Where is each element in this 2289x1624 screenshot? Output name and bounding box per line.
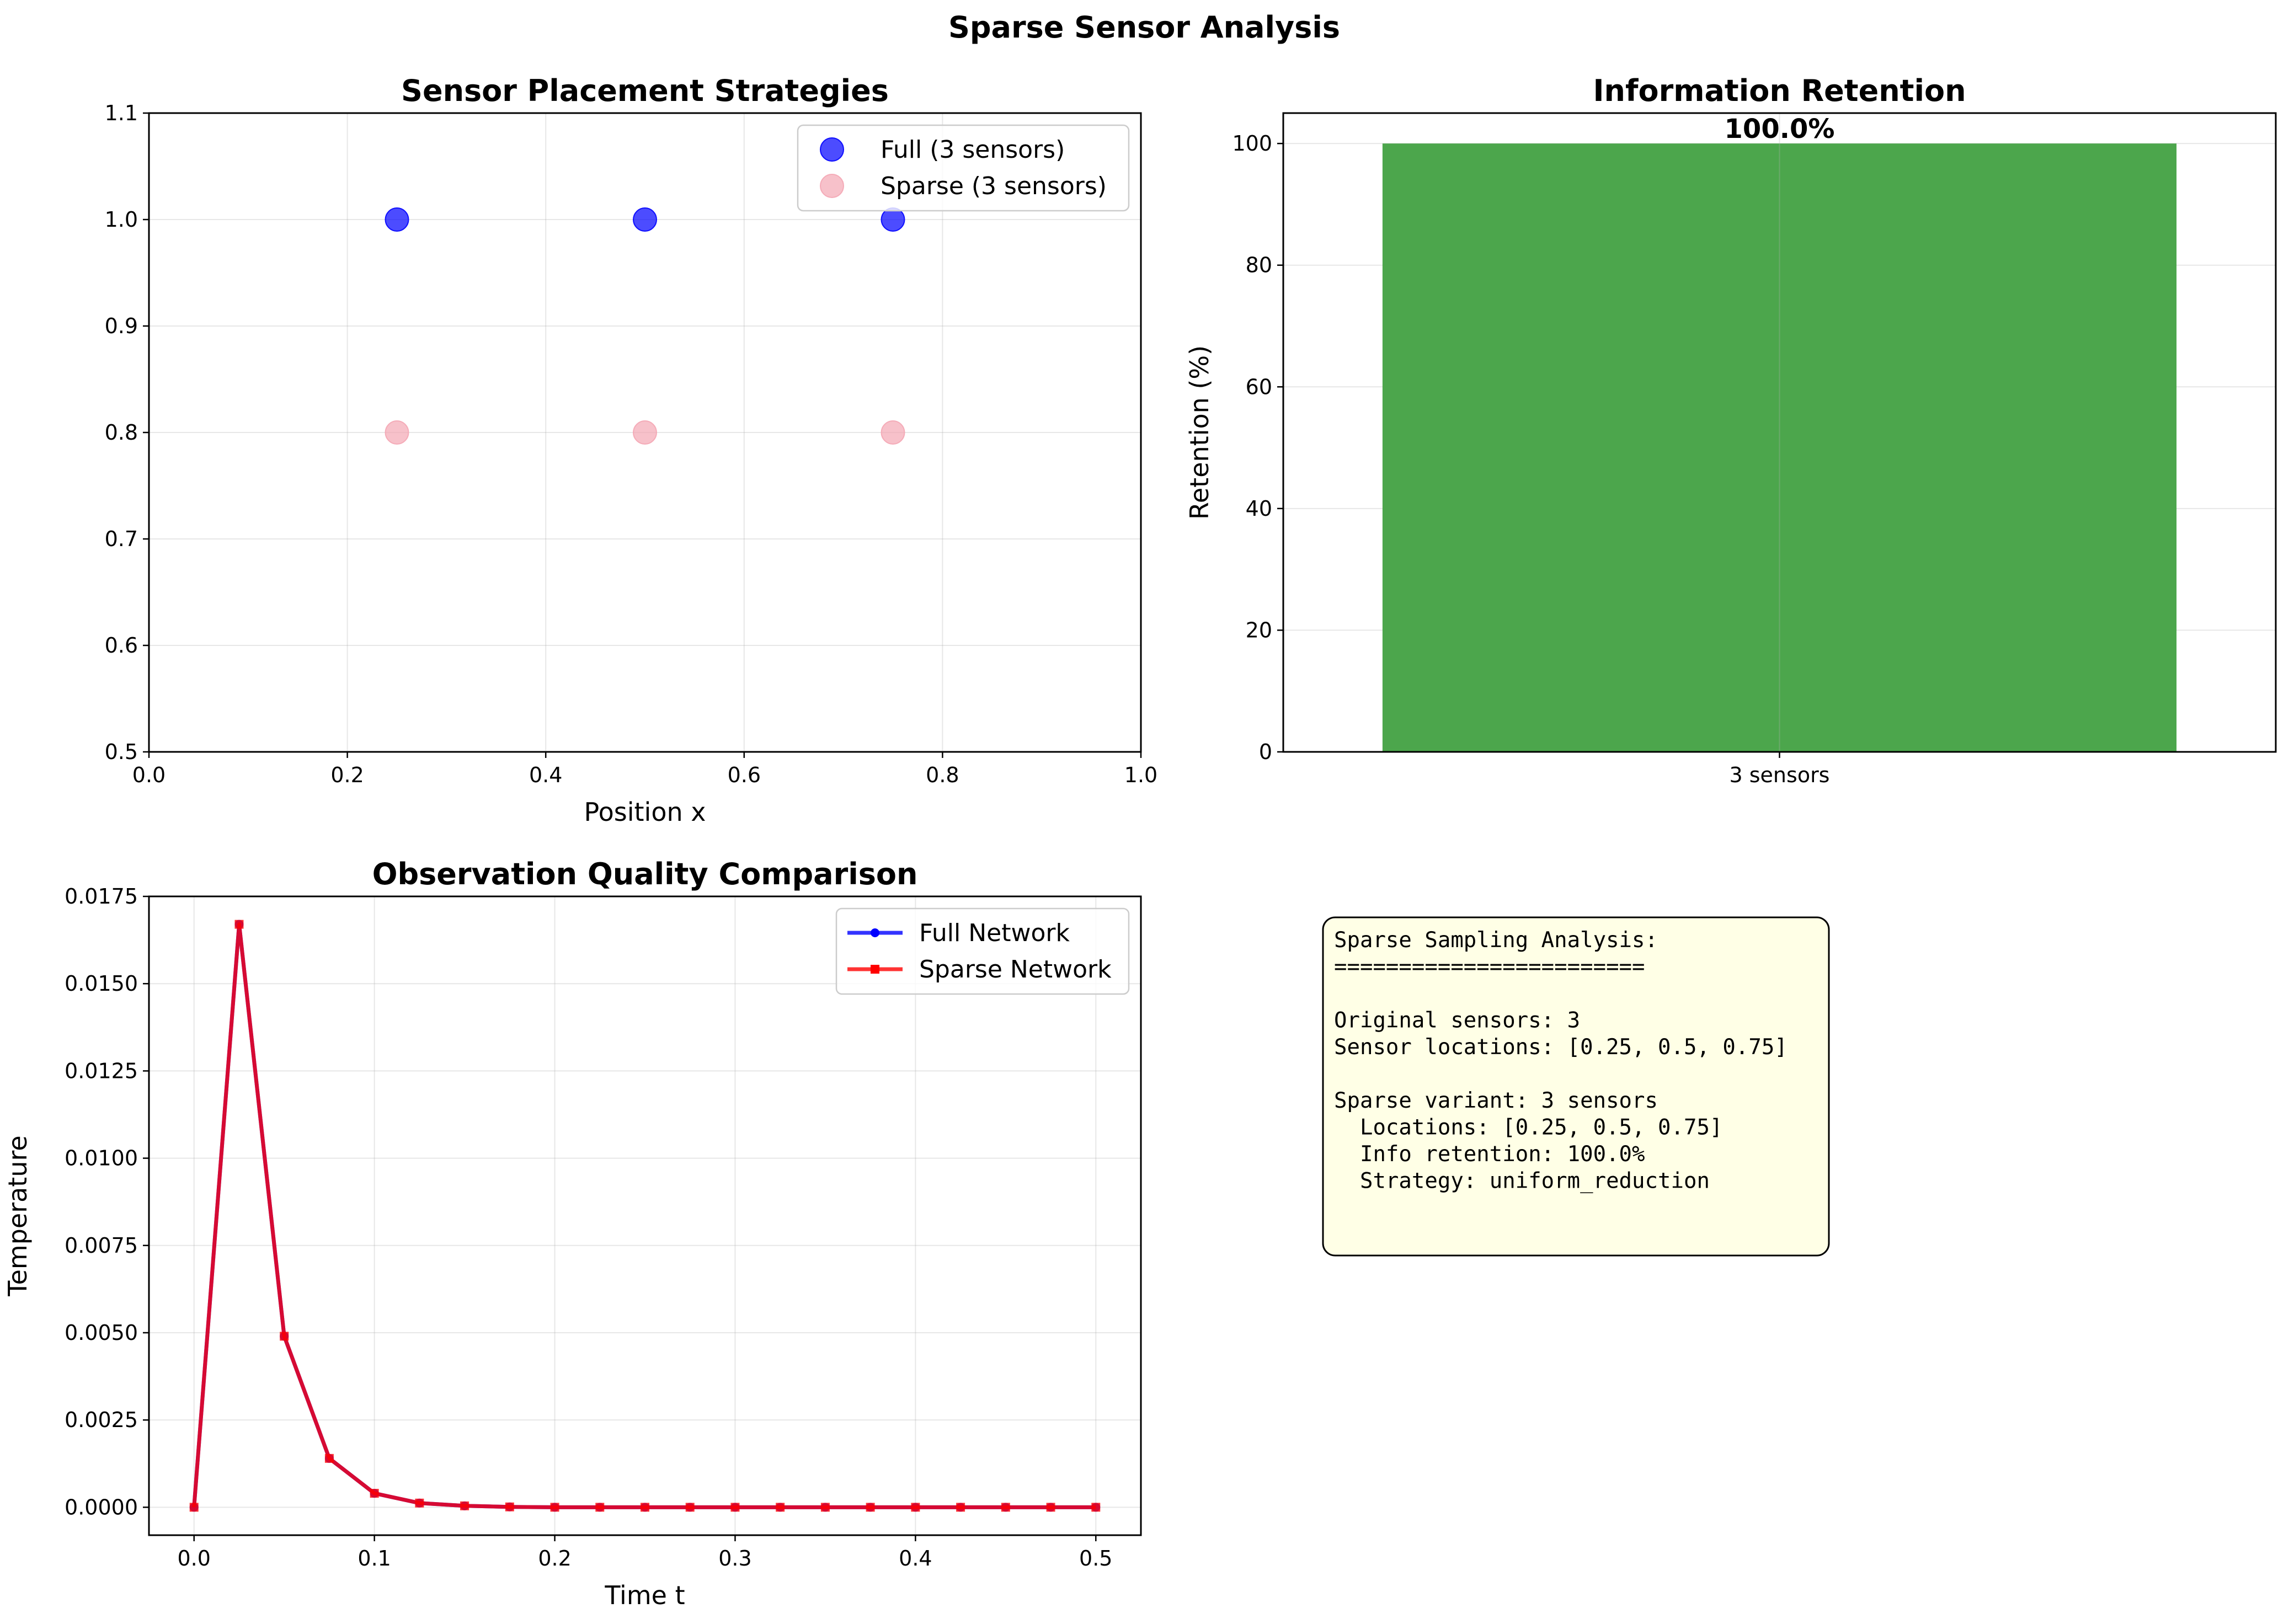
scatter-point-full [881, 207, 905, 232]
information-retention-chart: 0 20 40 60 80 100 3 sensors 100.0% Information R… [1184, 73, 2277, 787]
legend-box [835, 907, 1130, 995]
scatter-point-sparse [881, 420, 905, 445]
legend-marker [820, 174, 844, 198]
bar-data-label: 100.0% [1725, 114, 1835, 145]
y-tick-label: 0.5 [105, 740, 138, 764]
x-tick-label: 0.2 [538, 1546, 571, 1570]
data-point [1001, 1503, 1010, 1512]
axes-frame [148, 112, 1142, 753]
legend-marker [820, 137, 844, 162]
data-point [730, 1503, 740, 1512]
text-panel-line: Sparse variant: 3 sensors [1334, 1088, 1658, 1113]
text-panel-line: ======================== [1334, 955, 1645, 980]
legend-marker [871, 928, 879, 937]
data-point [641, 1503, 649, 1512]
text-panel-line: Locations: [0.25, 0.5, 0.75] [1334, 1115, 1722, 1140]
x-tick-label: 0.1 [358, 1546, 391, 1570]
data-point [280, 1332, 289, 1341]
data-point [550, 1503, 559, 1512]
y-tick-label: 0.0175 [65, 884, 138, 909]
scatter-point-sparse [385, 420, 409, 445]
data-point [460, 1501, 469, 1510]
x-tick-label: 0.4 [899, 1546, 932, 1570]
x-tick-label: 0.4 [529, 763, 562, 787]
sensor-placement-chart: 0.0 0.2 0.4 0.6 0.8 1.0 0.5 0.6 0.7 0.8 0.9 1.0 1.1 S… [105, 73, 1158, 827]
y-tick-label: 0.9 [105, 314, 138, 338]
y-axis-label: Retention (%) [1184, 345, 1214, 520]
data-point [866, 1503, 875, 1512]
y-tick-label: 0.0125 [65, 1059, 138, 1083]
data-point [911, 1503, 920, 1512]
legend-label: Full (3 sensors) [881, 136, 1065, 164]
x-axis-label: Position x [584, 797, 706, 827]
text-panel-line: Strategy: uniform_reduction [1334, 1169, 1710, 1194]
x-tick-label: 0.5 [1079, 1546, 1112, 1570]
axes-frame [148, 895, 1142, 1536]
y-tick-label: 80 [1246, 253, 1272, 277]
data-point [1046, 1503, 1055, 1512]
text-panel-line: Original sensors: 3 [1334, 1008, 1580, 1033]
axes-frame [1282, 112, 2277, 753]
data-point [324, 1454, 334, 1463]
chart-title: Sensor Placement Strategies [401, 73, 889, 108]
figure-suptitle: Sparse Sensor Analysis [948, 10, 1340, 45]
text-panel-line: Sparse Sampling Analysis: [1334, 928, 1658, 953]
y-tick-label: 1.0 [105, 207, 138, 232]
legend-label: Full Network [919, 919, 1070, 947]
text-panel-box [1322, 916, 1830, 1257]
x-tick-label: 0.0 [178, 1546, 211, 1570]
y-tick-label: 40 [1246, 496, 1272, 521]
legend-label: Sparse Network [919, 955, 1112, 984]
data-point [685, 1503, 695, 1512]
data-point [776, 1503, 785, 1512]
y-tick-label: 0.7 [105, 527, 138, 551]
text-panel-line: Info retention: 100.0% [1334, 1142, 1645, 1167]
y-tick-label: 0.0050 [65, 1321, 138, 1345]
y-tick-label: 0 [1259, 740, 1272, 764]
legend-box [797, 124, 1130, 212]
x-tick-label: 0.8 [926, 763, 959, 787]
legend-marker [871, 965, 879, 974]
bar [1382, 143, 2177, 752]
text-panel: Sparse Sampling Analysis:===============… [1322, 916, 1830, 1257]
y-tick-label: 0.0000 [65, 1495, 138, 1519]
y-tick-label: 0.0100 [65, 1146, 138, 1171]
x-tick-label: 0.6 [728, 763, 761, 787]
y-tick-label: 0.0025 [65, 1408, 138, 1432]
y-tick-label: 60 [1246, 375, 1272, 399]
y-tick-label: 20 [1246, 618, 1272, 642]
observation-quality-chart: 0.0 0.1 0.2 0.3 0.4 0.5 0.0000 0.0025 0.0050 0.00… [3, 857, 1142, 1610]
data-point [189, 1503, 199, 1512]
y-tick-label: 1.1 [105, 101, 138, 125]
data-point [595, 1503, 605, 1512]
y-axis-label: Temperature [3, 1135, 33, 1296]
x-tick-label: 0.2 [330, 763, 364, 787]
data-point [820, 1503, 830, 1512]
y-tick-label: 0.0150 [65, 971, 138, 996]
y-tick-label: 0.6 [105, 633, 138, 658]
chart-title: Observation Quality Comparison [372, 857, 918, 891]
legend-label: Sparse (3 sensors) [881, 172, 1107, 200]
x-tick-label: 1.0 [1124, 763, 1157, 787]
data-point [1091, 1503, 1101, 1512]
data-point [370, 1489, 379, 1498]
text-panel-line: Sensor locations: [0.25, 0.5, 0.75] [1334, 1035, 1788, 1060]
data-point [234, 920, 244, 929]
x-axis-label: Time t [604, 1580, 685, 1610]
scatter-point-full [633, 207, 657, 232]
y-tick-label: 100 [1232, 131, 1272, 156]
y-tick-label: 0.0075 [65, 1233, 138, 1258]
x-tick-label: 0.0 [132, 763, 166, 787]
data-point [956, 1503, 965, 1512]
data-point [505, 1502, 514, 1511]
scatter-point-sparse [633, 420, 657, 445]
scatter-point-full [385, 207, 409, 232]
y-tick-label: 0.8 [105, 420, 138, 445]
x-tick-label: 3 sensors [1730, 763, 1830, 787]
data-point [415, 1498, 424, 1508]
chart-title: Information Retention [1593, 73, 1966, 108]
x-tick-label: 0.3 [718, 1546, 751, 1570]
